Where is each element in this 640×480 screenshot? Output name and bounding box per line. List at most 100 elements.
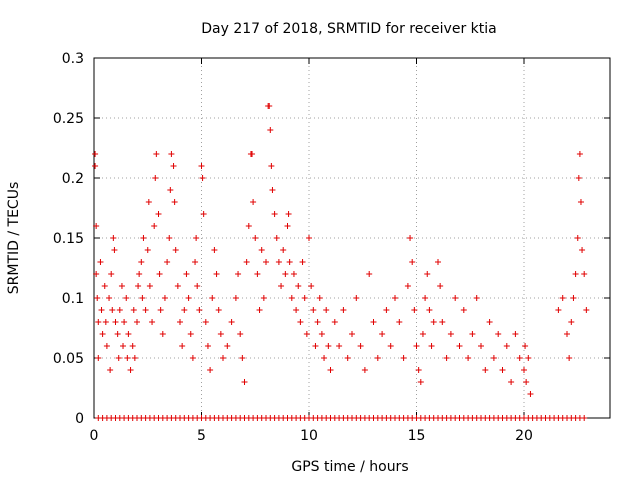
data-point: [258, 247, 265, 253]
data-point: [285, 211, 292, 217]
data-point: [525, 355, 532, 361]
data-point: [166, 235, 173, 241]
data-point: [443, 355, 450, 361]
data-point: [215, 307, 222, 313]
data-point: [189, 355, 196, 361]
data-points: [92, 103, 590, 421]
data-point: [293, 307, 300, 313]
data-point: [243, 259, 250, 265]
data-point: [503, 343, 510, 349]
data-point: [103, 343, 110, 349]
data-point: [286, 259, 293, 265]
data-point: [314, 319, 321, 325]
data-point: [357, 343, 364, 349]
data-point: [303, 331, 310, 337]
data-point: [220, 355, 226, 361]
data-point: [249, 151, 256, 157]
y-tick-label: 0.2: [62, 171, 84, 187]
data-point: [116, 307, 123, 313]
data-point: [478, 343, 484, 349]
data-point: [92, 163, 99, 169]
data-point: [439, 319, 446, 325]
data-point: [192, 259, 199, 265]
data-point: [235, 271, 242, 277]
data-point: [92, 151, 99, 157]
data-point: [577, 199, 584, 205]
data-point: [269, 187, 276, 193]
data-point: [566, 355, 573, 361]
y-tick-label: 0.05: [53, 351, 84, 367]
data-point: [424, 271, 431, 277]
data-point: [413, 343, 420, 349]
data-point: [460, 307, 467, 313]
data-point: [155, 211, 162, 217]
data-point: [157, 307, 164, 313]
data-point: [252, 235, 259, 241]
data-point: [118, 283, 125, 289]
data-point: [278, 283, 285, 289]
data-point: [144, 247, 151, 253]
data-point: [232, 295, 239, 301]
data-point: [486, 319, 493, 325]
data-point: [204, 343, 211, 349]
data-point: [415, 367, 422, 373]
data-point: [129, 343, 136, 349]
x-tick-label: 15: [408, 428, 426, 444]
data-point: [437, 283, 444, 289]
data-point: [127, 367, 134, 373]
data-point: [267, 127, 274, 133]
data-point: [125, 331, 132, 337]
data-point: [140, 235, 147, 241]
data-point: [146, 283, 153, 289]
data-point: [426, 307, 433, 313]
data-point: [495, 331, 502, 337]
x-tick-label: 5: [197, 428, 206, 444]
data-point: [310, 307, 317, 313]
data-point: [138, 259, 145, 265]
data-point: [101, 283, 108, 289]
data-point: [177, 319, 183, 325]
data-point: [419, 331, 426, 337]
data-point: [131, 355, 138, 361]
data-point: [139, 295, 146, 301]
data-point: [325, 343, 332, 349]
data-point: [245, 223, 252, 229]
data-point: [112, 319, 119, 325]
data-point: [224, 343, 231, 349]
data-point: [469, 331, 476, 337]
data-point: [331, 319, 338, 325]
data-point: [299, 259, 306, 265]
data-point: [280, 247, 287, 253]
data-point: [237, 331, 244, 337]
data-point: [512, 331, 519, 337]
data-point: [228, 319, 235, 325]
data-point: [170, 163, 177, 169]
data-point: [136, 271, 143, 277]
data-point: [490, 355, 497, 361]
data-point: [290, 271, 297, 277]
data-point: [111, 247, 118, 253]
data-point: [275, 259, 282, 265]
data-point: [387, 343, 394, 349]
data-point: [409, 259, 416, 265]
data-point: [263, 259, 269, 265]
data-point: [323, 307, 330, 313]
data-point: [366, 271, 373, 277]
y-tick-label: 0: [75, 411, 84, 427]
y-tick-label: 0.15: [53, 231, 84, 247]
x-axis-label: GPS time / hours: [291, 459, 408, 475]
data-point: [297, 319, 304, 325]
data-point: [254, 271, 261, 277]
axis-tick-labels: 0 0.05 0.1 0.15 0.2 0.25 0.3 0 5 10 15 20: [53, 51, 533, 444]
data-point: [179, 343, 186, 349]
data-point: [194, 283, 201, 289]
data-point: [99, 331, 106, 337]
data-point: [268, 163, 275, 169]
data-point: [428, 343, 435, 349]
data-point: [181, 307, 188, 313]
x-tick-label: 0: [90, 428, 99, 444]
data-point: [142, 307, 149, 313]
data-point: [172, 247, 179, 253]
data-point: [465, 355, 472, 361]
data-point: [400, 355, 407, 361]
